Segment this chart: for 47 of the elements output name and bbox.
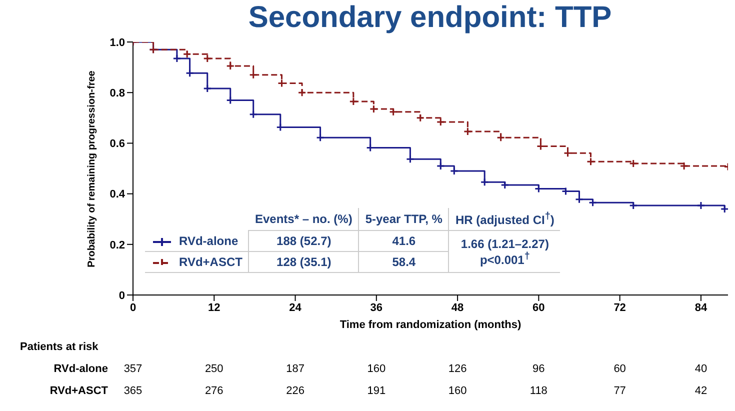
x-tick-label: 48 (451, 302, 464, 314)
text: 126 (448, 363, 467, 375)
text: 160 (448, 385, 467, 397)
x-tick-label: 12 (208, 302, 220, 314)
text: 226 (286, 385, 304, 397)
annotation: HR (adjusted CI$^{†}$) (455, 211, 554, 227)
x-tick-label: 60 (532, 302, 545, 314)
text: 96 (532, 363, 545, 375)
legend-label: RVd-alone (179, 234, 238, 248)
annotation: 5-year TTP, % (365, 212, 442, 226)
text: 191 (367, 385, 386, 397)
text: 365 (124, 385, 142, 397)
x-tick-label: 72 (614, 302, 626, 314)
text: 250 (204, 363, 224, 375)
annotation: 41.6 (392, 234, 416, 248)
x-axis-title: Time from randomization (months) (340, 319, 522, 331)
y-tick-label: 0.8 (110, 88, 125, 100)
annotation: Events* – no. (%) (254, 212, 352, 226)
annotation: 188 (52.7) (276, 234, 332, 248)
text: 160 (367, 363, 386, 375)
text: 77 (614, 385, 626, 397)
y-tick-label: 0.6 (110, 138, 125, 150)
y-axis-title: Probability of remaining progression-free (86, 70, 98, 267)
text: RVd-alone (54, 363, 108, 375)
annotation: p<0.001$^{†}$ (480, 250, 530, 266)
text: 118 (530, 385, 548, 397)
x-tick-label: 0 (130, 302, 136, 314)
annotation: 128 (35.1) (276, 255, 332, 269)
text: 42 (694, 385, 708, 397)
text: 357 (124, 363, 142, 375)
y-tick-label: 1.0 (110, 36, 125, 49)
legend-label: RVd+ASCT (179, 255, 242, 269)
text: 40 (694, 363, 708, 375)
x-tick-label: 24 (289, 302, 302, 314)
y-tick-label: 0.2 (110, 239, 125, 252)
text: 276 (204, 385, 224, 397)
text: 187 (286, 363, 304, 375)
chart-title: Secondary endpoint: TTP (248, 1, 612, 34)
text: RVd+ASCT (50, 385, 108, 397)
y-tick-label: 0.4 (110, 188, 126, 201)
x-tick-label: 84 (694, 302, 708, 314)
x-tick-label: 36 (370, 302, 383, 314)
text: 60 (614, 363, 626, 375)
annotation: 1.66 (1.21–2.27) (460, 236, 549, 250)
annotation: 58.4 (392, 255, 416, 269)
y-tick-label: 0 (118, 290, 125, 302)
text: Patients at risk (20, 341, 98, 353)
